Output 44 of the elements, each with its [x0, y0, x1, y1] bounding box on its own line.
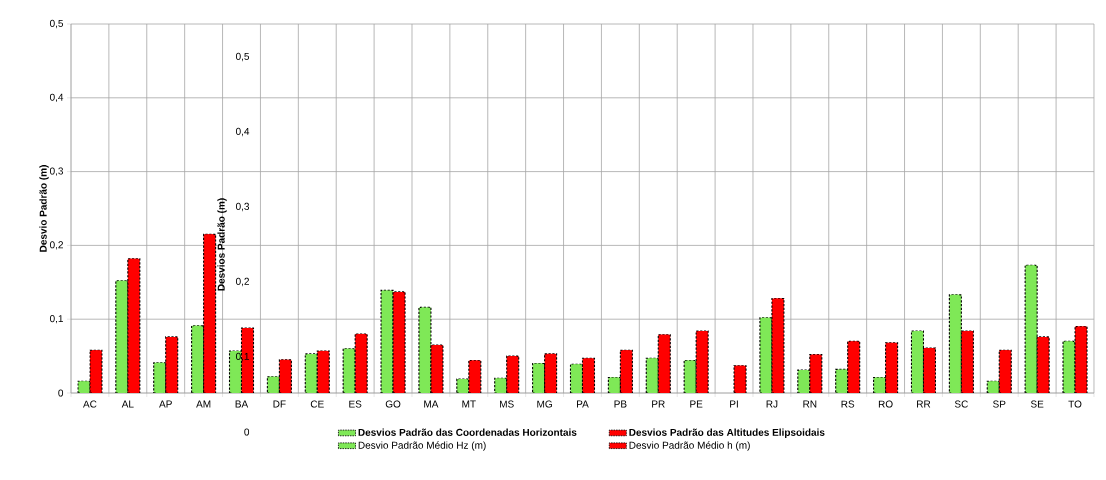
legend-label: Desvio Padrão Médio Hz (m) [358, 441, 486, 451]
y-axis-title: Desvio Padrão (m) [39, 165, 49, 252]
x-tick-label: PR [652, 400, 665, 408]
x-tick-label: PE [690, 400, 703, 408]
y-tick-label: 0,5 [49, 19, 64, 29]
y-tick-label: 0,4 [49, 93, 64, 102]
x-tick-label: PI [730, 400, 738, 408]
x-tick-label: RJ [766, 400, 778, 408]
x-tick-label: AL [121, 400, 134, 408]
x-tick-label: BA [235, 400, 249, 408]
x-tick-label: SE [1030, 400, 1044, 408]
x-tick-label: GO [385, 400, 401, 408]
y2-tick-label: 0,4 [235, 127, 250, 137]
y2-tick-label: 0,2 [235, 277, 249, 287]
x-tick-label: ES [349, 400, 362, 408]
y-tick-label: 0,1 [49, 315, 63, 324]
x-tick-label: AM [196, 400, 211, 408]
legend-label: Desvio Padrão Médio h (m) [629, 441, 750, 451]
y-tick-label: 0,2 [49, 241, 63, 250]
x-tick-label: MA [424, 400, 439, 408]
y2-tick-label: 0 [244, 428, 250, 436]
legend-label: Desvios Padrão das Altitudes Elipsoidais [629, 428, 825, 438]
x-tick-label: PB [614, 400, 627, 408]
x-tick-label: PA [577, 400, 589, 408]
x-tick-label: DF [273, 400, 286, 408]
x-tick-label: MS [500, 400, 514, 408]
x-tick-label: AC [83, 400, 97, 408]
y2-tick-label: 0,3 [235, 202, 250, 212]
x-tick-label: RN [803, 400, 817, 408]
y-tick-label: 0,3 [49, 167, 64, 176]
x-tick-label: MT [462, 400, 476, 408]
x-tick-label: MG [537, 400, 552, 408]
x-tick-label: SP [993, 400, 1006, 408]
x-tick-label: RO [878, 400, 893, 408]
y2-axis-title: Desvios Padrão (m) [217, 198, 227, 291]
x-tick-label: CE [310, 400, 324, 408]
x-tick-label: TO [1068, 400, 1082, 408]
x-tick-label: RR [917, 400, 931, 408]
x-tick-label: AP [159, 400, 172, 408]
y-tick-label: 0 [58, 389, 64, 397]
legend-label: Desvios Padrão das Coordenadas Horizontais [358, 428, 577, 436]
x-tick-label: RS [841, 400, 855, 408]
x-tick-label: SC [954, 400, 968, 408]
y2-tick-label: 0,5 [235, 52, 250, 62]
